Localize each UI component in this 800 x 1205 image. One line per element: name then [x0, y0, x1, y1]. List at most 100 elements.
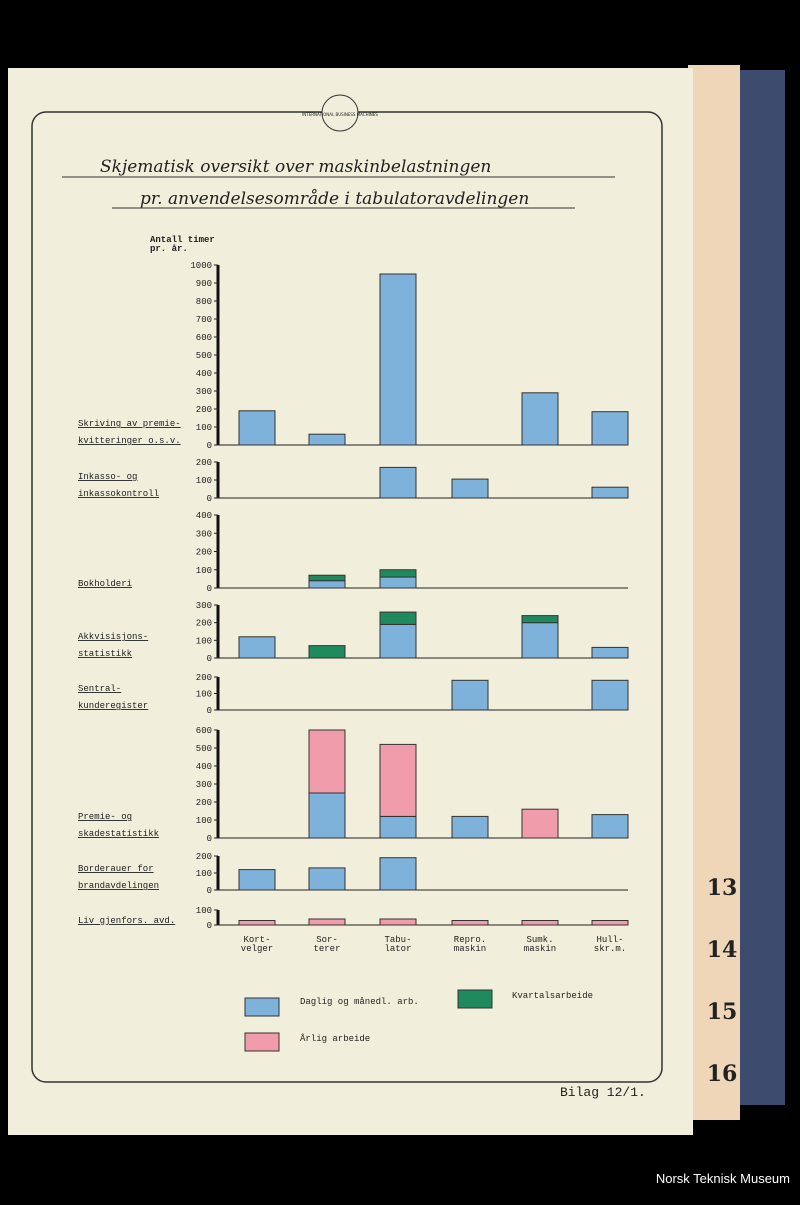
bar-segment	[521, 615, 559, 624]
bar-segment	[308, 580, 346, 589]
y-tick-label: 100	[196, 566, 212, 576]
y-tick-label: 700	[196, 315, 212, 325]
y-tick-label: 300	[196, 601, 212, 611]
x-tick-label: maskin	[454, 944, 486, 954]
y-axis-label: pr. år.	[150, 244, 188, 254]
bar-segment	[308, 867, 346, 891]
y-tick-label: 300	[196, 780, 212, 790]
y-tick-label: 0	[207, 921, 212, 931]
y-tick-label: 100	[196, 869, 212, 879]
y-axis-label: Antall timer	[150, 235, 215, 245]
bar-segment	[379, 918, 417, 926]
bar-segment	[238, 920, 276, 926]
binder-cover	[740, 70, 785, 1105]
row-label: Borderauer for	[78, 864, 154, 874]
y-tick-label: 200	[196, 405, 212, 415]
y-tick-label: 400	[196, 369, 212, 379]
legend-label: Kvartalsarbeide	[512, 991, 593, 1001]
legend-swatch	[244, 1032, 280, 1052]
y-tick-label: 0	[207, 706, 212, 716]
row-label: Akkvisisjons-	[78, 632, 148, 642]
legend-label: Daglig og månedl. arb.	[300, 997, 419, 1007]
y-tick-label: 100	[196, 476, 212, 486]
bar-segment	[379, 743, 417, 817]
y-tick-label: 100	[196, 816, 212, 826]
x-tick-label: Tabu-	[384, 935, 411, 945]
y-tick-label: 0	[207, 834, 212, 844]
bar-segment	[379, 569, 417, 578]
credit-bar	[0, 1158, 800, 1200]
y-tick-label: 400	[196, 762, 212, 772]
row-label: kunderegister	[78, 701, 148, 711]
y-tick-label: 0	[207, 654, 212, 664]
y-tick-label: 1000	[190, 261, 212, 271]
x-tick-label: Hull-	[596, 935, 623, 945]
row-label: Inkasso- og	[78, 472, 137, 482]
x-tick-label: Sumk.	[526, 935, 553, 945]
x-tick-label: terer	[313, 944, 340, 954]
y-tick-label: 200	[196, 673, 212, 683]
bar-segment	[451, 478, 489, 499]
bar-segment	[379, 576, 417, 589]
tab-label: 14	[707, 937, 738, 963]
tab-label: 16	[707, 1061, 738, 1087]
title-line: pr. anvendelsesområde i tabulatoravdelin…	[140, 189, 529, 209]
bar-segment	[591, 411, 629, 446]
y-tick-label: 600	[196, 726, 212, 736]
bar-segment	[379, 815, 417, 839]
row-label: Sentral-	[78, 684, 121, 694]
y-tick-label: 0	[207, 494, 212, 504]
bar-segment	[521, 622, 559, 659]
y-tick-label: 100	[196, 636, 212, 646]
row-label: Premie- og	[78, 812, 132, 822]
y-tick-label: 100	[196, 690, 212, 700]
x-tick-label: velger	[241, 944, 273, 954]
bar-segment	[591, 814, 629, 839]
bar-segment	[379, 273, 417, 446]
y-tick-label: 400	[196, 511, 212, 521]
y-tick-label: 200	[196, 619, 212, 629]
bar-segment	[308, 918, 346, 926]
bar-segment	[379, 623, 417, 659]
bar-segment	[308, 729, 346, 794]
y-tick-label: 600	[196, 333, 212, 343]
credit: Norsk Teknisk Museum	[656, 1171, 790, 1186]
y-tick-label: 0	[207, 441, 212, 451]
y-tick-label: 800	[196, 297, 212, 307]
row-label: Skriving av premie-	[78, 419, 181, 429]
y-tick-label: 0	[207, 886, 212, 896]
legend-label: Årlig arbeide	[300, 1033, 370, 1044]
row-label: statistikk	[78, 649, 132, 659]
bar-segment	[308, 433, 346, 446]
bar-segment	[308, 574, 346, 582]
tab-label: 15	[707, 999, 738, 1025]
bar-segment	[238, 869, 276, 891]
bar-segment	[308, 645, 346, 659]
paper	[8, 68, 693, 1135]
tab-strip	[688, 65, 740, 1120]
y-tick-label: 100	[196, 423, 212, 433]
bar-segment	[591, 679, 629, 711]
row-label: Liv gjenfors. avd.	[78, 916, 175, 926]
y-tick-label: 500	[196, 351, 212, 361]
logo	[321, 94, 359, 132]
y-tick-label: 300	[196, 387, 212, 397]
row-label: inkassokontroll	[78, 489, 159, 499]
row-label: skadestatistikk	[78, 829, 159, 839]
footer: Bilag 12/1.	[560, 1085, 646, 1100]
x-tick-label: Sor-	[316, 935, 338, 945]
bar-segment	[591, 920, 629, 926]
bar-segment	[238, 636, 276, 659]
bar-segment	[451, 679, 489, 711]
legend-swatch	[244, 997, 280, 1017]
bar-segment	[591, 646, 629, 659]
bar-segment	[379, 857, 417, 891]
bar-segment	[379, 466, 417, 499]
bar-segment	[451, 815, 489, 839]
y-tick-label: 200	[196, 852, 212, 862]
logo-text: INTERNATIONAL BUSINESS MACHINES	[302, 112, 378, 117]
bar-segment	[591, 486, 629, 499]
tab-label: 13	[707, 875, 738, 901]
y-tick-label: 500	[196, 744, 212, 754]
bar-segment	[521, 392, 559, 446]
